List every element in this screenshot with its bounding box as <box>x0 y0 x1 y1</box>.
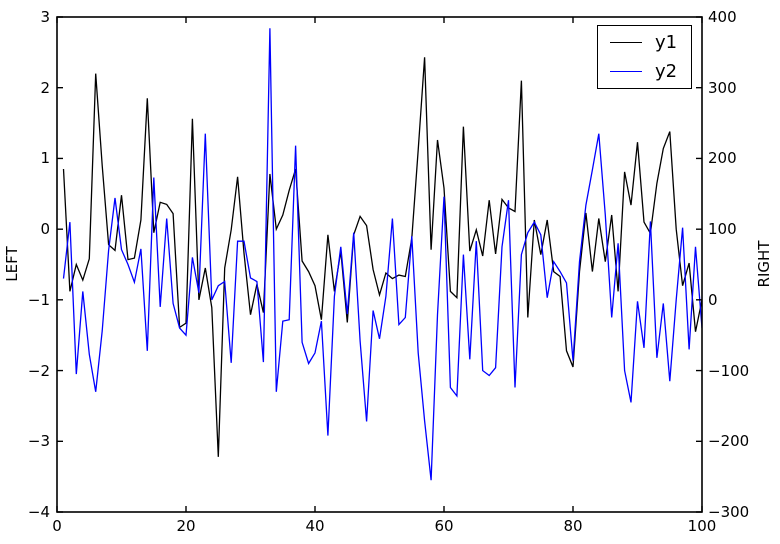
x-tick-label: 60 <box>434 517 454 535</box>
left-y-tick-label: 0 <box>40 220 50 239</box>
right-y-tick-label: 400 <box>708 8 737 26</box>
right-y-tick-label: 0 <box>708 290 718 309</box>
right-y-tick-label: −300 <box>708 503 750 521</box>
left-y-tick-label: −2 <box>27 361 50 380</box>
x-tick-label: 20 <box>176 517 196 535</box>
left-y-tick-label: −4 <box>27 503 50 521</box>
legend-line-sample-y2 <box>610 71 642 72</box>
x-tick-label: 40 <box>305 517 325 535</box>
right-y-tick-label: −100 <box>708 361 750 380</box>
series-line-y2 <box>62 28 702 481</box>
legend-entry-y2: y2 <box>598 58 691 86</box>
legend: y1 y2 <box>597 25 692 89</box>
left-axis-label: LEFT <box>3 246 21 282</box>
left-y-tick-label: 2 <box>40 78 50 97</box>
x-tick-label: 80 <box>563 517 583 535</box>
left-y-tick-label: −1 <box>27 290 50 309</box>
right-y-tick-label: 200 <box>708 149 737 168</box>
x-tick-label: 100 <box>687 517 717 535</box>
right-y-tick-label: 300 <box>708 78 737 97</box>
left-y-tick-label: 1 <box>40 149 50 168</box>
right-axis-label: RIGHT <box>755 240 773 288</box>
x-tick-label: 0 <box>52 517 62 535</box>
legend-line-sample-y1 <box>610 42 642 43</box>
right-y-tick-label: 100 <box>708 220 737 239</box>
axes-frame <box>56 16 703 513</box>
legend-entry-y1: y1 <box>598 29 691 57</box>
left-y-tick-label: 3 <box>40 8 50 26</box>
left-y-tick-label: −3 <box>27 432 50 451</box>
series-line-y1 <box>62 57 702 457</box>
right-y-tick-label: −200 <box>708 432 750 451</box>
axis-ticks <box>56 16 703 513</box>
legend-label-y1: y1 <box>655 32 678 53</box>
legend-label-y2: y2 <box>655 61 678 82</box>
